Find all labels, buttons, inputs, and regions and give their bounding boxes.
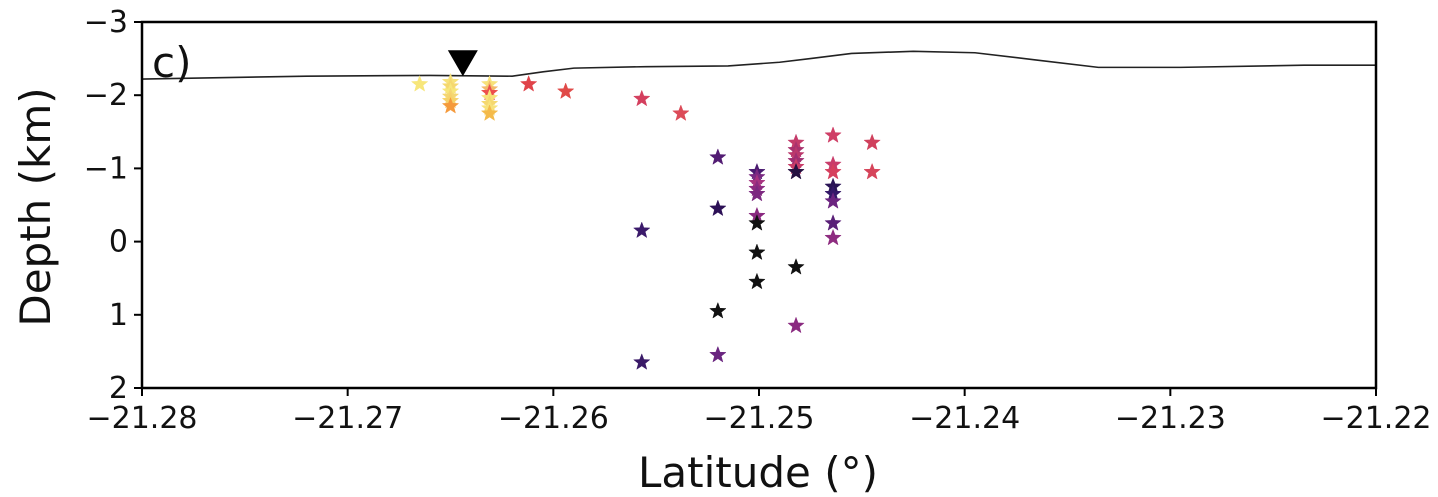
event-star xyxy=(748,272,766,290)
x-tick-label: −21.28 xyxy=(86,401,197,436)
topography-line xyxy=(141,50,1376,80)
x-axis-ticks: −21.28 −21.27 −21.26 −21.25 −21.24 −21.23 −21.… xyxy=(86,388,1432,436)
y-tick-label: −2 xyxy=(84,78,128,113)
x-tick-label: −21.27 xyxy=(292,401,403,436)
event-points xyxy=(410,72,881,370)
topography-layer xyxy=(141,50,1376,80)
event-star xyxy=(787,258,805,275)
y-tick-label: 2 xyxy=(109,371,128,406)
y-axis-label: Depth (km) xyxy=(11,87,60,326)
event-star xyxy=(748,243,766,261)
event-star xyxy=(863,133,881,151)
event-star xyxy=(672,104,690,121)
x-tick-label: −21.22 xyxy=(1320,401,1431,436)
event-star xyxy=(748,184,766,202)
x-tick-label: −21.23 xyxy=(1115,401,1226,436)
x-tick-label: −21.26 xyxy=(498,401,609,436)
x-tick-label: −21.24 xyxy=(909,401,1020,436)
event-star xyxy=(709,199,727,217)
x-tick-label: −21.25 xyxy=(703,401,814,436)
event-star xyxy=(863,162,881,180)
plot-area xyxy=(140,20,1378,390)
event-star xyxy=(824,192,842,209)
x-axis-label: Latitude (°) xyxy=(638,448,878,497)
y-tick-label: 0 xyxy=(109,225,128,260)
y-tick-label: −1 xyxy=(84,151,128,186)
y-tick-label: 1 xyxy=(109,298,128,333)
station-triangle xyxy=(447,50,478,77)
event-star xyxy=(787,316,805,334)
station-layer xyxy=(447,50,478,77)
event-star xyxy=(441,96,460,114)
event-star xyxy=(519,75,538,92)
event-star xyxy=(633,353,651,370)
event-star xyxy=(709,301,727,319)
event-star xyxy=(709,345,727,363)
event-star xyxy=(709,148,727,165)
event-star xyxy=(633,221,651,239)
y-tick-label: −3 xyxy=(84,5,128,40)
event-star xyxy=(787,162,805,180)
event-star xyxy=(824,126,842,143)
panel-label: c) xyxy=(152,38,191,87)
plot-frame xyxy=(140,20,1378,390)
event-star xyxy=(480,104,499,121)
y-axis-ticks: −3 −2 −1 0 1 2 xyxy=(84,5,142,406)
event-star xyxy=(748,214,766,231)
event-star xyxy=(633,89,651,107)
event-star xyxy=(410,75,429,92)
event-star xyxy=(824,228,842,246)
event-star xyxy=(556,82,575,99)
event-star xyxy=(824,162,842,180)
event-star xyxy=(824,214,842,231)
